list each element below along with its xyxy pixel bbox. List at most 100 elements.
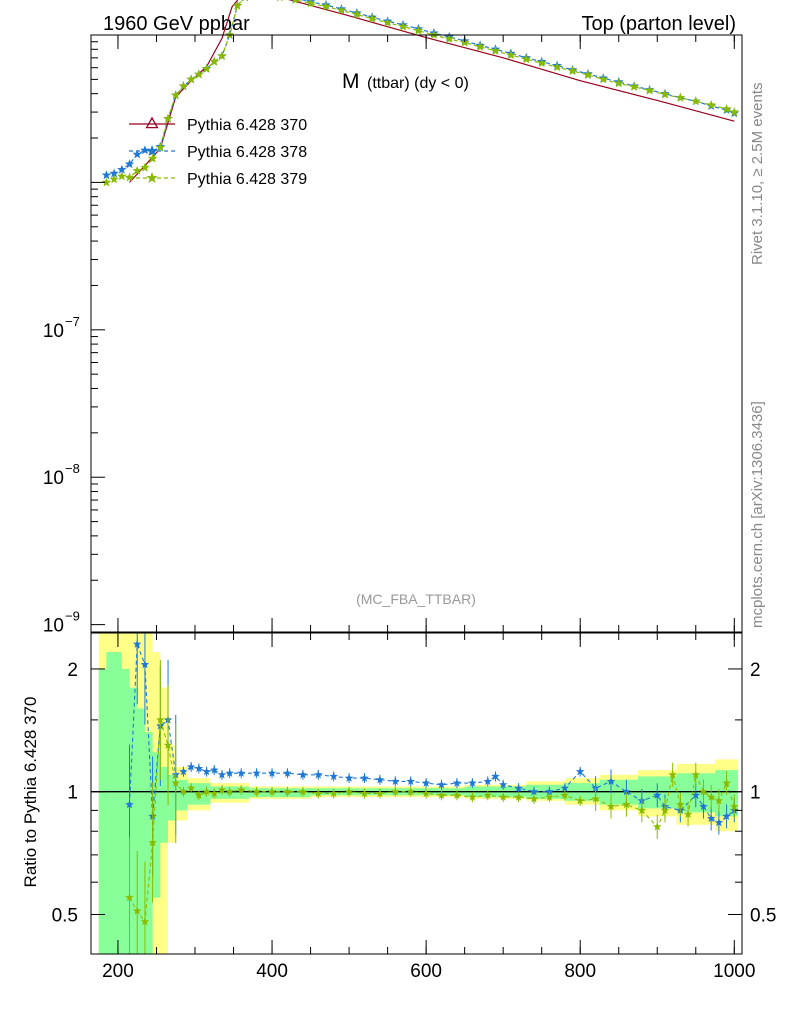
data-point	[163, 113, 173, 123]
data-point	[691, 96, 701, 106]
source-label: mcplots.cern.ch [arXiv:1306.3436]	[749, 401, 766, 628]
ratio-data-point	[483, 790, 492, 799]
ratio-data-point	[217, 785, 227, 794]
data-point	[117, 171, 127, 181]
header-left: 1960 GeV ppbar	[103, 13, 250, 35]
ratio-data-point	[391, 776, 400, 785]
data-point	[660, 89, 670, 99]
data-point	[242, 0, 248, 2]
ratio-data-point	[668, 770, 677, 779]
ratio-y-label: Ratio to Pythia 6.428 370	[21, 697, 40, 888]
data-point	[101, 170, 112, 180]
ratio-data-point	[498, 780, 508, 789]
ratio-data-point	[468, 792, 477, 801]
ratio-data-point	[237, 785, 246, 794]
ratio-data-point	[491, 771, 500, 781]
ratio-data-point	[210, 765, 219, 774]
header-right: Top (parton level)	[581, 13, 736, 35]
ratio-series-layer	[91, 633, 742, 954]
data-point	[276, 0, 283, 2]
data-point	[321, 1, 331, 11]
ratio-data-point	[730, 802, 739, 811]
ratio-data-point	[375, 789, 385, 798]
ratio-data-point	[699, 787, 708, 796]
data-point	[506, 50, 516, 60]
ratio-data-point	[514, 792, 523, 801]
ratio-data-point	[653, 790, 662, 799]
ratio-data-point	[575, 796, 585, 805]
ratio-data-point	[194, 790, 204, 799]
data-point	[186, 74, 196, 84]
ratio-data-point	[344, 787, 354, 796]
plot-title-sub: (ttbar) (dy < 0)	[367, 75, 469, 92]
main-y-ticks: 10−710−810−9	[43, 35, 735, 637]
ratio-data-point	[606, 802, 616, 811]
ratio-data-point	[375, 775, 385, 784]
legend-label: Pythia 6.428 370	[187, 117, 307, 134]
data-point	[644, 85, 655, 95]
ratio-data-point	[691, 770, 701, 779]
ratio-data-point	[421, 789, 431, 798]
ratio-data-point	[267, 787, 277, 796]
data-point	[109, 168, 119, 178]
ratio-data-point	[622, 800, 631, 809]
ratio-data-point	[329, 771, 338, 781]
legend: Pythia 6.428 370 Pythia 6.428 378 Pythia 6…	[129, 116, 307, 188]
data-point	[217, 51, 227, 61]
rivet-label: Rivet 3.1.10, ≥ 2.5M events	[749, 83, 766, 266]
series-line	[129, 0, 735, 183]
data-point	[721, 104, 732, 113]
ratio-data-point	[148, 838, 157, 847]
ratio-data-point	[545, 787, 554, 796]
ratio-x-tick-label: 200	[102, 961, 134, 982]
data-point	[124, 159, 135, 169]
main-panel: 10−710−810−9 M (ttbar) (dy < 0) (MC_FBA_…	[43, 0, 743, 637]
data-point	[413, 25, 424, 35]
ratio-data-point	[225, 768, 234, 777]
data-point	[552, 62, 562, 72]
ratio-data-point	[329, 789, 338, 798]
data-point	[521, 54, 531, 64]
legend-label: Pythia 6.428 378	[187, 144, 307, 161]
series-line	[106, 0, 735, 176]
ratio-data-point	[283, 787, 292, 796]
data-point	[117, 164, 127, 174]
data-point	[305, 0, 316, 8]
ratio-data-point	[194, 764, 204, 773]
ratio-data-point	[468, 778, 477, 787]
ratio-data-point	[560, 783, 570, 792]
main-frame	[90, 34, 743, 633]
ratio-data-point	[699, 802, 708, 811]
ratio-frame	[90, 632, 743, 955]
ratio-x-tick-label: 600	[410, 961, 442, 982]
data-point	[367, 13, 377, 23]
data-point	[583, 70, 593, 80]
ratio-data-point	[186, 762, 196, 771]
ratio-ticks: 0.5 0.5 1 1 2 2 200 400 600 800 1000	[52, 633, 776, 982]
legend-marker	[145, 116, 159, 129]
data-point	[155, 142, 166, 152]
ratio-panel: 0.5 0.5 1 1 2 2 200 400 600 800 1000 Ratio to Pyth…	[21, 632, 776, 982]
data-point	[675, 92, 686, 102]
data-point	[567, 66, 578, 75]
data-point	[292, 0, 299, 4]
data-point	[194, 69, 204, 79]
ratio-data-point	[225, 787, 234, 796]
ratio-data-point	[676, 800, 685, 809]
ratio-data-point	[132, 906, 142, 915]
ratio-data-point	[529, 787, 539, 796]
main-series-layer	[101, 0, 740, 187]
data-point	[101, 177, 112, 187]
legend-label: Pythia 6.428 379	[187, 171, 307, 188]
main-y-tick-label: 10	[43, 616, 64, 637]
ratio-data-point	[391, 787, 400, 796]
ratio-data-point	[406, 776, 415, 785]
data-point	[536, 58, 547, 68]
ratio-data-point	[210, 789, 219, 798]
ratio-data-point	[186, 783, 196, 792]
data-point	[109, 174, 119, 184]
ratio-data-point	[706, 792, 716, 801]
data-point	[444, 34, 454, 43]
data-point	[140, 145, 150, 155]
data-point	[201, 63, 212, 73]
